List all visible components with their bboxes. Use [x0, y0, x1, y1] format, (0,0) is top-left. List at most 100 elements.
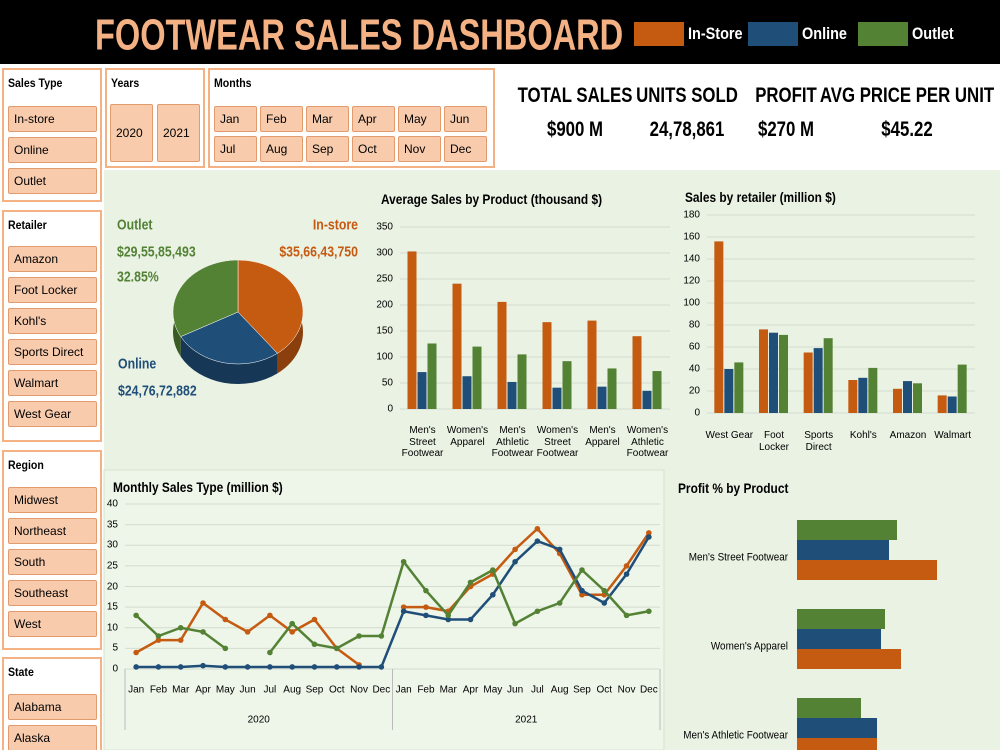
y-tick-label: 350: [376, 221, 393, 233]
x-tick-label: Sep: [573, 684, 591, 696]
slicer-button[interactable]: Outlet: [8, 168, 97, 194]
kpi-label: PROFIT: [755, 83, 817, 107]
legend-label: In-Store: [688, 24, 743, 44]
pie-annotation: 32.85%: [117, 268, 159, 286]
line-point: [267, 612, 273, 619]
kpi-value: $45.22: [881, 117, 933, 141]
bar: [913, 383, 922, 413]
slicer-button[interactable]: Amazon: [8, 246, 97, 272]
bar: [507, 381, 517, 409]
bar: [797, 609, 885, 629]
line-point: [356, 664, 362, 670]
slicer-button[interactable]: Jul: [214, 136, 257, 162]
x-tick-label: Apr: [195, 684, 211, 696]
slicer-button[interactable]: Walmart: [8, 370, 97, 396]
slicer-button[interactable]: May: [398, 106, 441, 132]
pie-category-label: Online: [118, 355, 157, 373]
x-tick-label: Nov: [350, 684, 368, 696]
slicer-button[interactable]: Southeast: [8, 580, 97, 606]
x-tick-label: Sports Direct: [804, 430, 834, 453]
x-tick-label: Jul: [263, 684, 277, 696]
x-tick-label: Aug: [283, 684, 302, 696]
pie-category-label: Outlet: [117, 216, 153, 234]
line-point: [534, 608, 541, 615]
slicer-button[interactable]: Northeast: [8, 518, 97, 544]
chart-title: Profit % by Product: [678, 479, 789, 496]
slicer-button[interactable]: West Gear: [8, 401, 97, 427]
x-tick-label: Aug: [550, 684, 569, 696]
slicer-button[interactable]: Alabama: [8, 694, 97, 720]
kpi-value: 24,78,861: [649, 117, 725, 141]
line-point: [512, 620, 518, 627]
slicer-button[interactable]: Sep: [306, 136, 349, 162]
slicer-button[interactable]: Aug: [260, 136, 303, 162]
x-tick-label: Men's Athletic Footwear: [491, 425, 534, 459]
line-series: [136, 536, 650, 669]
bar: [797, 718, 877, 738]
bar: [848, 380, 858, 413]
slicer-button[interactable]: In-store: [8, 106, 97, 132]
x-tick-label: Jun: [507, 684, 524, 696]
slicer-button[interactable]: Nov: [398, 136, 441, 162]
slicer-button[interactable]: Kohl's: [8, 308, 97, 334]
slicer-title: State: [8, 665, 34, 680]
bar: [734, 362, 744, 413]
x-tick-label: Feb: [149, 684, 168, 696]
slicer-button[interactable]: Jan: [214, 106, 257, 132]
slicer-button[interactable]: Sports Direct: [8, 339, 97, 365]
bar: [542, 322, 552, 409]
y-tick-label: 250: [376, 273, 393, 285]
y-tick-label: 10: [106, 622, 118, 633]
header-bar: [0, 0, 1000, 64]
bar: [462, 376, 472, 409]
slicer-button[interactable]: Online: [8, 137, 97, 163]
slicer-button[interactable]: Apr: [352, 106, 395, 132]
line-point: [133, 612, 139, 619]
line-point: [289, 629, 295, 635]
slicer-button[interactable]: Midwest: [8, 487, 97, 513]
slicer-button[interactable]: 2021: [157, 104, 200, 162]
x-tick-label: Dec: [639, 684, 658, 696]
slicer-button[interactable]: Foot Locker: [8, 277, 97, 303]
slicer-button[interactable]: South: [8, 549, 97, 575]
y-tick-label: 15: [106, 601, 118, 613]
line-point: [512, 558, 518, 565]
bar: [452, 283, 462, 409]
kpi-value: $270 M: [757, 117, 815, 141]
bar: [823, 338, 833, 413]
pie-slice: [180, 311, 278, 365]
slicer-button[interactable]: Jun: [444, 106, 487, 132]
bar: [759, 329, 768, 413]
line-point: [400, 608, 407, 615]
legend-label: Outlet: [912, 24, 954, 44]
slicer-button[interactable]: Feb: [260, 106, 303, 132]
slicer-button[interactable]: West: [8, 611, 97, 637]
line-point: [623, 612, 630, 619]
line-point: [467, 616, 474, 623]
bar: [957, 364, 967, 413]
y-tick-label: 35: [106, 518, 118, 530]
line-point: [311, 641, 318, 648]
x-tick-label: Oct: [328, 684, 345, 696]
line-point: [490, 591, 496, 598]
slicer-button[interactable]: 2020: [110, 104, 153, 162]
line-point: [646, 530, 652, 536]
bar: [417, 372, 427, 409]
line-point: [244, 664, 251, 670]
slicer-title: Retailer: [8, 218, 47, 233]
pie-value-label: $24,76,72,882: [118, 382, 197, 400]
y-tick-label: 40: [688, 363, 700, 375]
line-point: [333, 645, 340, 652]
slicer-button[interactable]: Oct: [352, 136, 395, 162]
bar: [797, 629, 881, 649]
slicer-button[interactable]: Mar: [306, 106, 349, 132]
y-tick-label: 50: [381, 377, 393, 389]
slicer-button[interactable]: Alaska: [8, 725, 97, 750]
slicer-button[interactable]: Dec: [444, 136, 487, 162]
line-point: [423, 604, 429, 610]
x-tick-label: Mar: [172, 684, 190, 696]
legend-swatch: [858, 22, 908, 46]
bar: [779, 334, 788, 413]
